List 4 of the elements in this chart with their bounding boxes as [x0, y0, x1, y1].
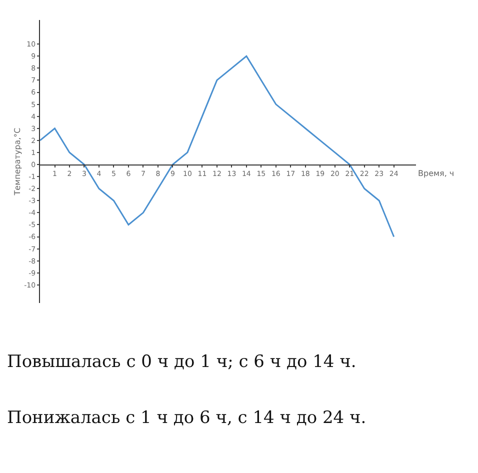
text: Повышалась с 0 ч до 1 ч; с 6 ч до 14 ч. [7, 352, 356, 372]
text: Понижалась с 1 ч до 6 ч, с 14 ч до 24 ч. [7, 408, 366, 428]
x-axis-title: Время, ч [418, 169, 454, 178]
y-axis-title: Температура,°С [12, 127, 22, 196]
